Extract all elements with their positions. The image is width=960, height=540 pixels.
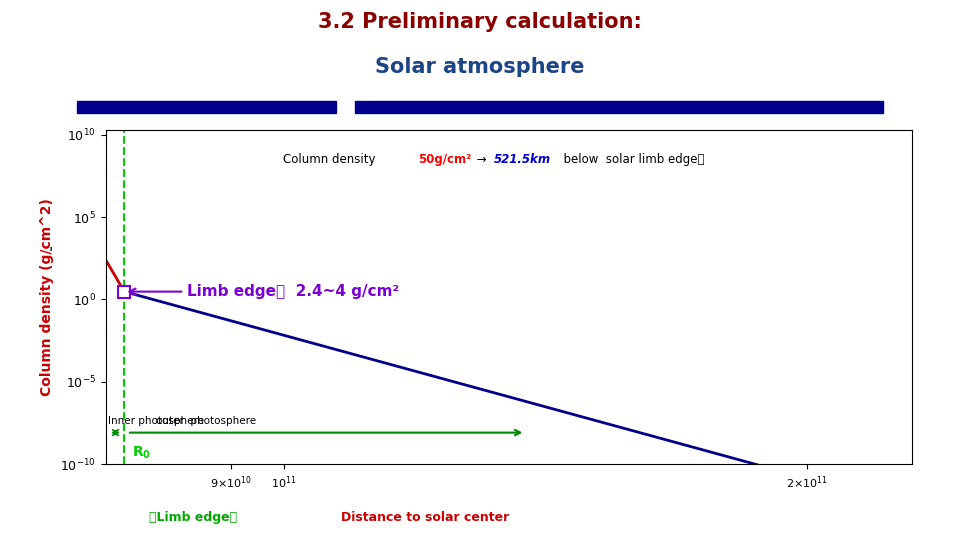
Text: 50g/cm²: 50g/cm² — [419, 153, 471, 166]
Text: ': ' — [48, 247, 52, 262]
Y-axis label: Column density (g/cm^2): Column density (g/cm^2) — [40, 198, 55, 396]
Text: Limb edge：  2.4~4 g/cm²: Limb edge： 2.4~4 g/cm² — [130, 284, 399, 299]
Text: （Limb edge）: （Limb edge） — [149, 511, 237, 524]
Text: Distance to solar center: Distance to solar center — [341, 511, 509, 524]
Text: 3.2 Preliminary calculation:: 3.2 Preliminary calculation: — [318, 12, 642, 32]
Text: outer  photosphere: outer photosphere — [156, 416, 255, 426]
Text: →: → — [472, 153, 490, 166]
Text: Solar atmosphere: Solar atmosphere — [375, 57, 585, 77]
Text: 521.5km: 521.5km — [494, 153, 551, 166]
Text: below  solar limb edge；: below solar limb edge； — [556, 153, 704, 166]
Bar — [77, 101, 336, 113]
Text: Column density: Column density — [283, 153, 379, 166]
Text: $\mathbf{R_0}$: $\mathbf{R_0}$ — [132, 444, 152, 461]
Bar — [355, 101, 883, 113]
Text: Inner photosphere: Inner photosphere — [108, 416, 204, 426]
